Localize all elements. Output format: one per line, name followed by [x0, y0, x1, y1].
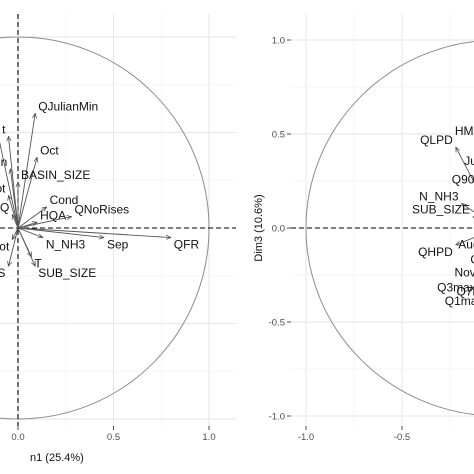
arrow-ms: [8, 227, 19, 266]
label-q1max: Q1max: [445, 294, 474, 308]
label-sub_size: SUB_SIZE: [38, 266, 96, 280]
label-q: Q: [0, 201, 9, 215]
arrow-oct: [17, 157, 37, 229]
label-qjulianmin: QJulianMin: [38, 99, 98, 113]
label-aug: Aug: [458, 237, 474, 251]
label-jul: Jul: [464, 154, 474, 168]
label-nov: Nov: [454, 266, 474, 280]
label-ot2: ot: [0, 239, 10, 253]
label-basin_size: BASIN_SIZE: [21, 168, 90, 182]
arrow-q30min: [0, 141, 19, 229]
x-tick-label: 0.0: [11, 432, 24, 443]
label-q90max: Q90ma: [452, 173, 474, 187]
correlation-circle: [305, 40, 474, 416]
label-ot: ot: [0, 182, 6, 196]
arrow-n_nh3: [17, 227, 43, 238]
plot-background: [291, 14, 474, 426]
label-qnorises: QNoRises: [74, 203, 129, 217]
label-n_nh3: N_NH3: [46, 238, 86, 252]
arrow-q: [12, 215, 19, 229]
y-tick-label: 0.0: [272, 224, 285, 235]
arrow-n: [10, 169, 19, 229]
arrow-cond: [17, 207, 47, 229]
arrow-qlpd: [456, 147, 474, 184]
y-axis-title: Dim3 (10.6%): [253, 194, 265, 261]
label-n: n: [1, 155, 8, 169]
label-sep: Sep: [107, 238, 129, 252]
arrow-ot2: [11, 227, 19, 239]
arrow-qhpd: [456, 237, 474, 245]
label-t: t: [2, 122, 6, 136]
variable-arrows: 0minQJulianMintOctnBASIN_SIZEotCondQHQAQ…: [0, 99, 200, 280]
y-tick-label: -1.0: [269, 412, 285, 423]
arrow-qnorises: [17, 217, 71, 229]
label-qhpd: QHPD: [418, 245, 453, 259]
x-tick-label: -1.0: [298, 432, 314, 443]
label-t: T: [34, 257, 42, 271]
label-qfr: QFR: [174, 238, 200, 252]
label-hms: HMS: [455, 124, 474, 138]
y-tick-label: 0.5: [272, 130, 285, 141]
x-axis-title: n1 (25.4%): [30, 452, 84, 464]
y-tick-label: -0.5: [269, 318, 285, 329]
x-tick-label: 0.5: [107, 432, 120, 443]
left-pca-panel: 0minQJulianMintOctnBASIN_SIZEotCondQHQAQ…: [0, 14, 236, 464]
arrow-qfr: [17, 227, 171, 238]
arrow-qjulianmin: [17, 113, 35, 229]
variable-arrows: HMSQLPDSJulQ90maN_NH3SUB_SIZEPAugQHPDQ30…: [412, 124, 474, 308]
label-qlpd: QLPD: [420, 133, 453, 147]
label-q3max: Q3max: [437, 281, 474, 295]
arrow-ot: [8, 196, 19, 229]
label-q7max: Q7ma: [457, 284, 474, 298]
x-tick-label: -0.5: [394, 432, 410, 443]
label-ms: MS: [0, 266, 5, 280]
label-q30: Q30: [470, 252, 474, 266]
y-tick-label: 1.0: [272, 36, 285, 47]
arrow-sub_size: [17, 227, 36, 266]
right-pca-panel: HMSQLPDSJulQ90maN_NH3SUB_SIZEPAugQHPDQ30…: [253, 14, 474, 443]
label-sub_size: SUB_SIZE: [412, 203, 470, 217]
plot-background: [0, 14, 236, 426]
arrow-sep: [17, 227, 104, 238]
label-oct: Oct: [40, 143, 59, 157]
label-n_nh3: N_NH3: [419, 190, 459, 204]
x-tick-label: 1.0: [202, 432, 215, 443]
label-cond: Cond: [50, 193, 79, 207]
arrow-n_nh3: [462, 204, 474, 213]
